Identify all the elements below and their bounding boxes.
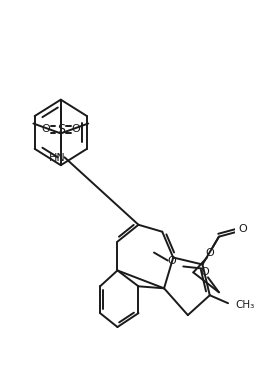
- Text: O: O: [42, 124, 50, 134]
- Text: O: O: [201, 267, 210, 278]
- Text: O: O: [238, 224, 247, 234]
- Text: CH₃: CH₃: [235, 300, 255, 310]
- Text: O: O: [167, 256, 176, 266]
- Text: O: O: [71, 124, 80, 134]
- Text: HN: HN: [49, 153, 66, 163]
- Text: O: O: [205, 247, 214, 257]
- Text: S: S: [57, 123, 65, 136]
